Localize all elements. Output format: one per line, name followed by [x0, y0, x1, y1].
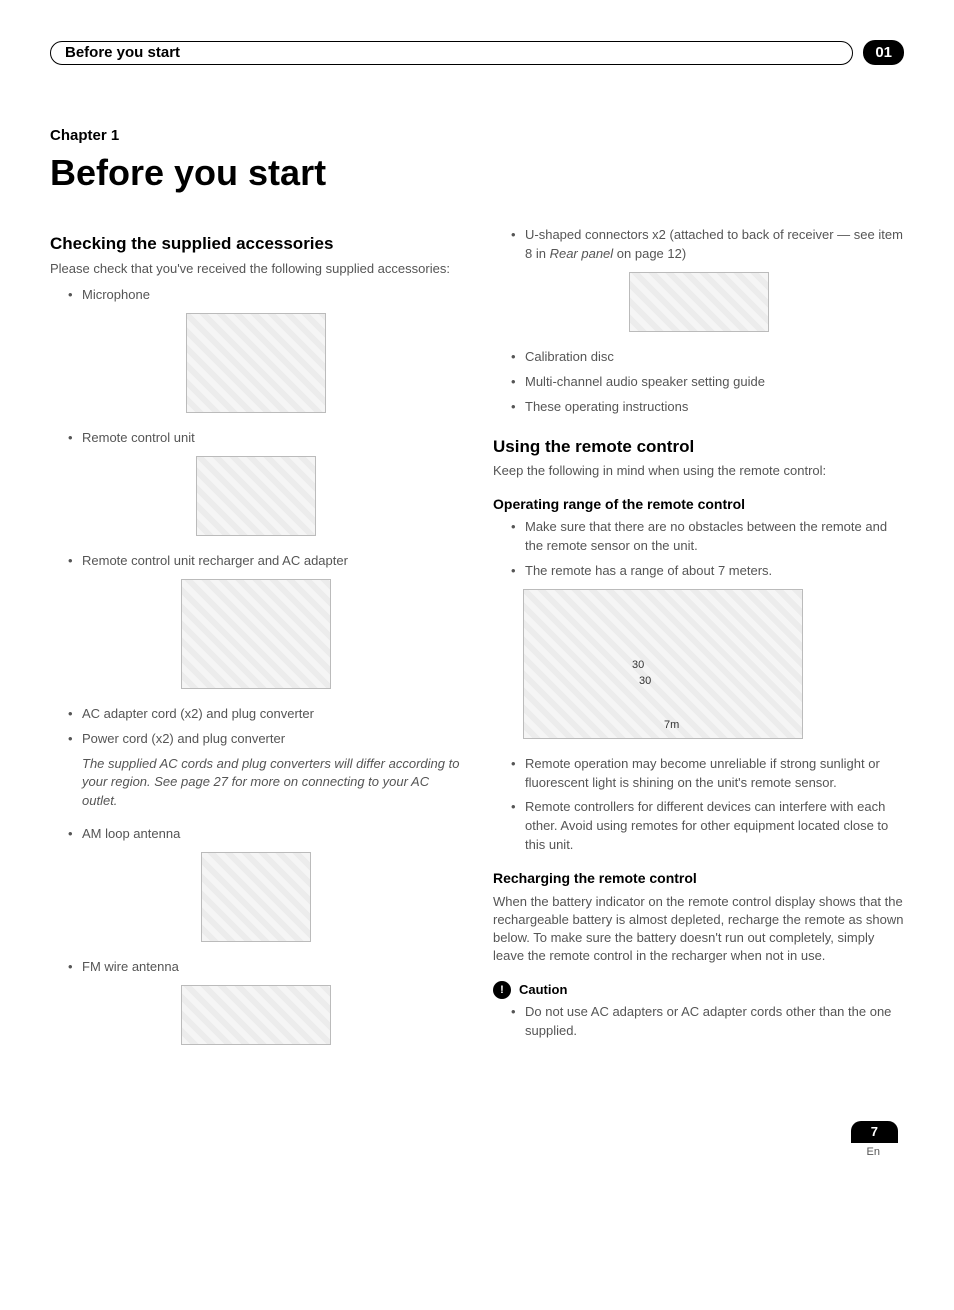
remote-illustration: [196, 456, 316, 536]
u-connectors-illustration: [629, 272, 769, 332]
caution-icon: !: [493, 981, 511, 999]
item-u-connectors-suffix: on page 12): [613, 246, 686, 261]
remote-range-diagram: 30 30 7m: [523, 589, 803, 739]
range-b1: Make sure that there are no obstacles be…: [525, 519, 887, 553]
list-item: AC adapter cord (x2) and plug converter: [68, 705, 461, 724]
section-heading-accessories: Checking the supplied accessories: [50, 232, 461, 256]
item-microphone: Microphone: [82, 287, 150, 302]
angle-label-1: 30: [632, 658, 644, 673]
operating-range-list: Remote operation may become unreliable i…: [493, 755, 904, 855]
operating-range-list: Make sure that there are no obstacles be…: [493, 518, 904, 581]
caution-list: Do not use AC adapters or AC adapter cor…: [493, 1003, 904, 1041]
fm-wire-illustration: [181, 985, 331, 1045]
distance-label: 7m: [664, 718, 679, 733]
accessories-list: Remote control unit recharger and AC ada…: [50, 552, 461, 571]
item-cal-disc: Calibration disc: [525, 349, 614, 364]
list-item: Calibration disc: [511, 348, 904, 367]
range-b3: Remote operation may become unreliable i…: [525, 756, 880, 790]
chapter-number-badge: 01: [863, 40, 904, 65]
range-b4: Remote controllers for different devices…: [525, 799, 888, 852]
left-column: Checking the supplied accessories Please…: [50, 226, 461, 1060]
list-item: U-shaped connectors x2 (attached to back…: [511, 226, 904, 264]
caution-label: Caution: [519, 981, 567, 999]
item-instructions: These operating instructions: [525, 399, 688, 414]
list-item: Do not use AC adapters or AC adapter cor…: [511, 1003, 904, 1041]
content-columns: Checking the supplied accessories Please…: [50, 226, 904, 1060]
list-item: Multi-channel audio speaker setting guid…: [511, 373, 904, 392]
subheading-operating-range: Operating range of the remote control: [493, 495, 904, 515]
accessories-intro: Please check that you've received the fo…: [50, 260, 461, 278]
item-recharger: Remote control unit recharger and AC ada…: [82, 553, 348, 568]
list-item: Power cord (x2) and plug converter: [68, 730, 461, 749]
angle-label-2: 30: [639, 674, 651, 689]
remote-intro: Keep the following in mind when using th…: [493, 462, 904, 480]
list-item: These operating instructions: [511, 398, 904, 417]
list-item: FM wire antenna: [68, 958, 461, 977]
header-section-title: Before you start: [65, 42, 180, 63]
list-item: Remote operation may become unreliable i…: [511, 755, 904, 793]
subheading-recharging: Recharging the remote control: [493, 869, 904, 889]
range-b2: The remote has a range of about 7 meters…: [525, 563, 772, 578]
accessories-list: FM wire antenna: [50, 958, 461, 977]
chapter-title: Before you start: [50, 148, 904, 198]
ac-region-note: The supplied AC cords and plug converter…: [50, 755, 461, 812]
right-column: U-shaped connectors x2 (attached to back…: [493, 226, 904, 1060]
accessories-list: Remote control unit: [50, 429, 461, 448]
microphone-illustration: [186, 313, 326, 413]
item-speaker-guide: Multi-channel audio speaker setting guid…: [525, 374, 765, 389]
accessories-list-right: U-shaped connectors x2 (attached to back…: [493, 226, 904, 264]
rear-panel-ref: Rear panel: [550, 246, 614, 261]
item-remote: Remote control unit: [82, 430, 195, 445]
caution-b1: Do not use AC adapters or AC adapter cor…: [525, 1004, 891, 1038]
accessories-list-right: Calibration disc Multi-channel audio spe…: [493, 348, 904, 417]
page-footer: 7 En: [50, 1121, 904, 1161]
recharger-illustration: [181, 579, 331, 689]
item-ac-cord: AC adapter cord (x2) and plug converter: [82, 706, 314, 721]
item-am-loop: AM loop antenna: [82, 826, 180, 841]
section-heading-remote: Using the remote control: [493, 435, 904, 459]
list-item: Remote controllers for different devices…: [511, 798, 904, 855]
accessories-list: AM loop antenna: [50, 825, 461, 844]
accessories-list: AC adapter cord (x2) and plug converter …: [50, 705, 461, 749]
list-item: Remote control unit: [68, 429, 461, 448]
item-power-cord: Power cord (x2) and plug converter: [82, 731, 285, 746]
chapter-heading-block: Chapter 1 Before you start: [50, 125, 904, 198]
recharging-text: When the battery indicator on the remote…: [493, 893, 904, 966]
list-item: Make sure that there are no obstacles be…: [511, 518, 904, 556]
list-item: Microphone: [68, 286, 461, 305]
caution-row: ! Caution: [493, 981, 904, 999]
list-item: AM loop antenna: [68, 825, 461, 844]
language-label: En: [50, 1145, 898, 1160]
header-rule: Before you start: [50, 41, 853, 65]
chapter-label: Chapter 1: [50, 125, 904, 146]
page-number-badge: 7: [851, 1121, 898, 1143]
accessories-list: Microphone: [50, 286, 461, 305]
item-fm-wire: FM wire antenna: [82, 959, 179, 974]
list-item: The remote has a range of about 7 meters…: [511, 562, 904, 581]
am-loop-illustration: [201, 852, 311, 942]
list-item: Remote control unit recharger and AC ada…: [68, 552, 461, 571]
page-header: Before you start 01: [50, 40, 904, 65]
